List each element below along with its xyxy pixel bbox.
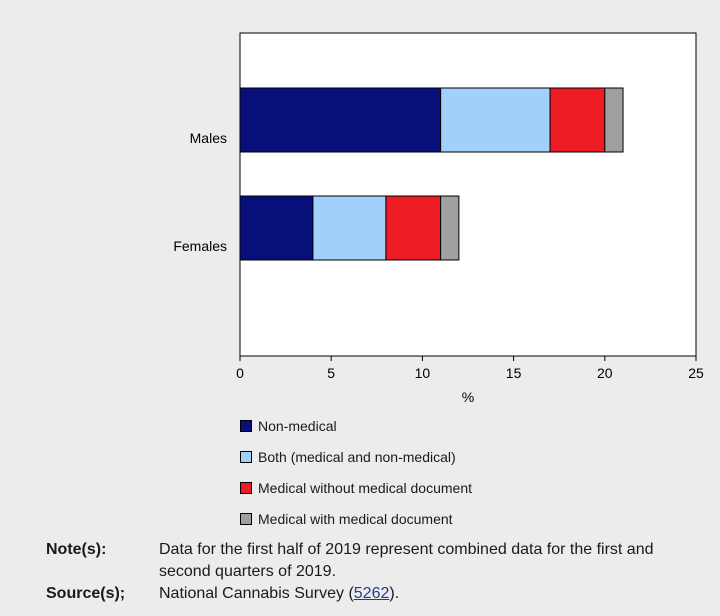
category-label: Females <box>173 238 227 254</box>
legend-label: Medical without medical document <box>258 480 472 496</box>
legend-label: Both (medical and non-medical) <box>258 449 456 465</box>
legend-swatch <box>240 482 252 494</box>
bar-females-series-2 <box>312 195 387 261</box>
legend-swatch <box>240 451 252 463</box>
x-axis-label: % <box>462 389 474 405</box>
note-text: Data for the first half of 2019 represen… <box>159 541 654 580</box>
note-label: Note(s): <box>46 541 107 558</box>
legend-swatch <box>240 420 252 432</box>
bar-males-series-2 <box>440 87 551 153</box>
source-suffix: ). <box>389 585 400 602</box>
legend: Non-medical Both (medical and non-medical… <box>240 416 472 540</box>
plot-area <box>239 32 697 357</box>
source-row: Source(s); National Cannabis Survey (526… <box>46 583 706 605</box>
bar-males-series-4 <box>604 87 624 153</box>
source-label: Source(s); <box>46 585 126 602</box>
x-tick-label: 5 <box>327 365 335 381</box>
note-row: Note(s): Data for the first half of 2019… <box>46 539 706 583</box>
x-tick-label: 25 <box>688 365 704 381</box>
legend-swatch <box>240 513 252 525</box>
bar-females-series-1 <box>239 195 314 261</box>
bar-males-series-1 <box>239 87 442 153</box>
legend-label: Medical with medical document <box>258 511 453 527</box>
legend-item: Non-medical <box>240 416 472 436</box>
legend-label: Non-medical <box>258 418 337 434</box>
bar-females-series-4 <box>440 195 460 261</box>
footer-notes: Note(s): Data for the first half of 2019… <box>46 539 706 605</box>
source-prefix: National Cannabis Survey ( <box>159 585 354 602</box>
x-tick-label: 10 <box>415 365 431 381</box>
legend-item: Medical without medical document <box>240 478 472 498</box>
source-link[interactable]: 5262 <box>353 585 390 602</box>
x-tick-label: 20 <box>597 365 613 381</box>
bar-females-series-3 <box>385 195 442 261</box>
category-label: Males <box>190 130 227 146</box>
legend-item: Medical with medical document <box>240 509 472 529</box>
x-tick-label: 0 <box>236 365 244 381</box>
chart: Males Females 0 5 10 15 20 25 % <box>173 32 704 405</box>
legend-item: Both (medical and non-medical) <box>240 447 472 467</box>
bar-males-series-3 <box>549 87 606 153</box>
x-tick-label: 15 <box>506 365 522 381</box>
source-text: National Cannabis Survey (5262). <box>159 583 706 605</box>
